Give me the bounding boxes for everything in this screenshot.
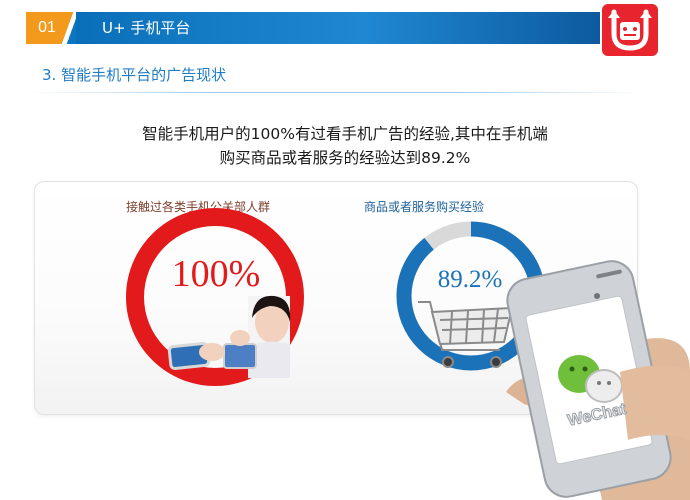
section-header: 01 U+ 手机平台 bbox=[0, 12, 600, 44]
purchase-percentage: 89.2% bbox=[437, 266, 503, 293]
intro-line-1: 智能手机用户的100%有过看手机广告的经验,其中在手机端 bbox=[142, 125, 548, 143]
wechat-app-label: WeChat bbox=[566, 401, 628, 430]
slide-subtitle: 3. 智能手机平台的广告现状 bbox=[42, 66, 227, 84]
section-title: U+ 手机平台 bbox=[76, 12, 600, 44]
subtitle-divider bbox=[30, 92, 642, 93]
brand-logo bbox=[602, 4, 658, 56]
u-plus-logo-icon bbox=[608, 9, 652, 51]
intro-line-2: 购买商品或者服务的经验达到89.2% bbox=[219, 149, 471, 167]
header-divider bbox=[60, 12, 78, 44]
exposure-percentage: 100% bbox=[171, 253, 261, 295]
exposure-ring bbox=[126, 208, 304, 386]
shopping-cart-icon bbox=[418, 301, 514, 368]
person-with-phone-image bbox=[167, 295, 291, 378]
hand-holding-phone-image bbox=[506, 260, 690, 500]
stat-label-purchase: 商品或者服务购买经验 bbox=[364, 200, 485, 214]
